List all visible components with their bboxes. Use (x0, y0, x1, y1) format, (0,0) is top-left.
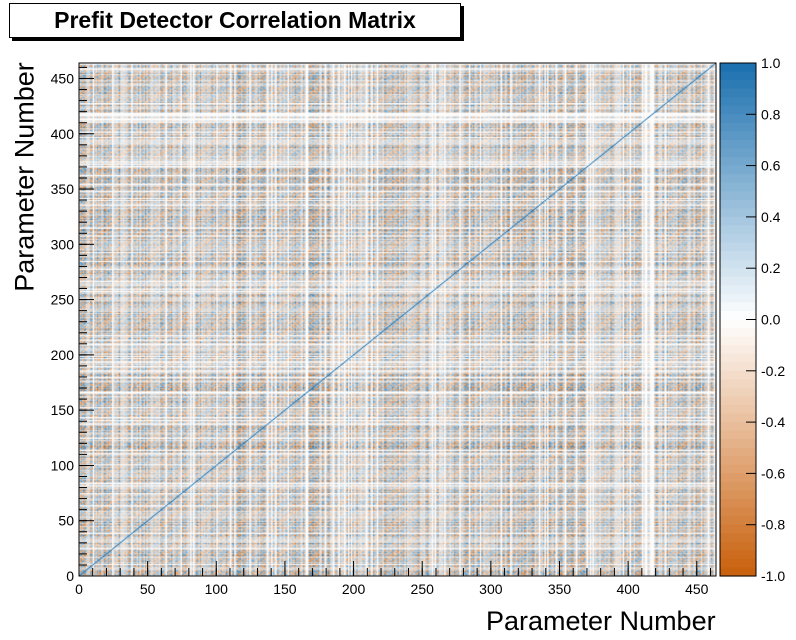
x-axis-label: Parameter Number (486, 606, 716, 636)
y-axis-label-box: Parameter Number (8, 62, 42, 292)
colorbar-segment (720, 242, 756, 252)
colorbar-segment (720, 328, 756, 338)
x-tick-label: 250 (411, 581, 435, 597)
colorbar-segment (720, 550, 756, 560)
y-tick-label: 400 (51, 126, 75, 142)
colorbar-tick-label: -0.8 (761, 517, 785, 533)
y-tick-label: 50 (58, 513, 74, 529)
colorbar-segment (720, 541, 756, 551)
colorbar-tick-label: 0.0 (761, 312, 781, 328)
y-tick-label: 250 (51, 292, 75, 308)
colorbar-tick-label: 0.6 (761, 158, 781, 174)
colorbar-segment (720, 251, 756, 261)
colorbar-segment (720, 362, 756, 372)
colorbar-segment (720, 174, 756, 184)
x-tick-label: 150 (273, 581, 297, 597)
colorbar-segment (720, 105, 756, 115)
chart-title: Prefit Detector Correlation Matrix (54, 7, 416, 33)
colorbar-segment (720, 293, 756, 303)
colorbar-segment (720, 396, 756, 406)
colorbar-segment (720, 122, 756, 132)
colorbar-segment (720, 422, 756, 432)
colorbar-segment (720, 558, 756, 569)
x-tick-label: 50 (140, 581, 156, 597)
colorbar-segment (720, 524, 756, 534)
x-tick-label: 0 (75, 581, 83, 597)
colorbar-tick-label: 1.0 (761, 55, 781, 71)
colorbar-segment (720, 131, 756, 141)
colorbar-segment (720, 413, 756, 423)
colorbar-segment (720, 225, 756, 235)
x-tick-label: 100 (205, 581, 229, 597)
colorbar-segment (720, 97, 756, 107)
colorbar-segment (720, 336, 756, 346)
y-tick-label: 450 (51, 70, 75, 86)
colorbar-segment (720, 370, 756, 380)
colorbar-segment (720, 148, 756, 158)
colorbar-segment (720, 507, 756, 517)
colorbar-segment (720, 88, 756, 98)
y-tick-label: 300 (51, 236, 75, 252)
colorbar-segment (720, 139, 756, 150)
colorbar-tick-label: 0.8 (761, 106, 781, 122)
colorbar-segment (720, 165, 756, 175)
colorbar-segment (720, 63, 756, 73)
colorbar-segment (720, 516, 756, 526)
colorbar-segment (720, 276, 756, 286)
colorbar-segment (720, 302, 756, 312)
colorbar-tick-label: 0.2 (761, 260, 781, 276)
colorbar-segment (720, 157, 756, 167)
colorbar-tick-label: -0.6 (761, 465, 785, 481)
colorbar-segment (720, 208, 756, 218)
colorbar-segment (720, 481, 756, 492)
colorbar-segment (720, 191, 756, 201)
y-tick-label: 200 (51, 347, 75, 363)
colorbar-segment (720, 199, 756, 209)
colorbar-segment (720, 405, 756, 415)
colorbar-segment (720, 71, 756, 81)
colorbar-segment (720, 114, 756, 124)
x-tick-label: 300 (479, 581, 503, 597)
x-tick-label: 400 (616, 581, 640, 597)
colorbar-segment (720, 345, 756, 355)
plot-frame (78, 62, 717, 577)
colorbar-segment (720, 259, 756, 269)
x-tick-label: 200 (342, 581, 366, 597)
x-tick-label: 450 (685, 581, 709, 597)
colorbar-segment (720, 353, 756, 363)
colorbar-segment (720, 439, 756, 449)
colorbar-segment (720, 310, 756, 321)
colorbar-segment (720, 567, 756, 577)
colorbar-segment (720, 285, 756, 295)
colorbar-segment (720, 490, 756, 500)
y-tick-label: 350 (51, 181, 75, 197)
y-tick-label: 100 (51, 457, 75, 473)
colorbar-segment (720, 430, 756, 440)
colorbar-segment (720, 182, 756, 192)
heatmap-cells (79, 63, 716, 576)
y-tick-label: 0 (66, 568, 74, 584)
colorbar-segment (720, 379, 756, 389)
colorbar-segment (720, 464, 756, 474)
colorbar-segment (720, 216, 756, 227)
colorbar-segment (720, 456, 756, 466)
colorbar-segment (720, 268, 756, 278)
x-tick-label: 350 (548, 581, 572, 597)
colorbar-segment (720, 533, 756, 543)
colorbar-tick-label: 0.4 (761, 209, 781, 225)
colorbar-segment (720, 319, 756, 329)
y-tick-label: 150 (51, 402, 75, 418)
colorbar-segment (720, 499, 756, 509)
colorbar-segment (720, 473, 756, 483)
chart-title-box: Prefit Detector Correlation Matrix (9, 3, 461, 38)
colorbar-segment (720, 447, 756, 457)
colorbar-tick-label: -0.2 (761, 363, 785, 379)
colorbar-segment (720, 234, 756, 244)
colorbar-segment (720, 80, 756, 90)
colorbar-tick-label: -1.0 (761, 568, 785, 584)
colorbar-tick-label: -0.4 (761, 414, 785, 430)
y-axis-label: Parameter Number (9, 62, 40, 292)
colorbar-segment (720, 387, 756, 398)
